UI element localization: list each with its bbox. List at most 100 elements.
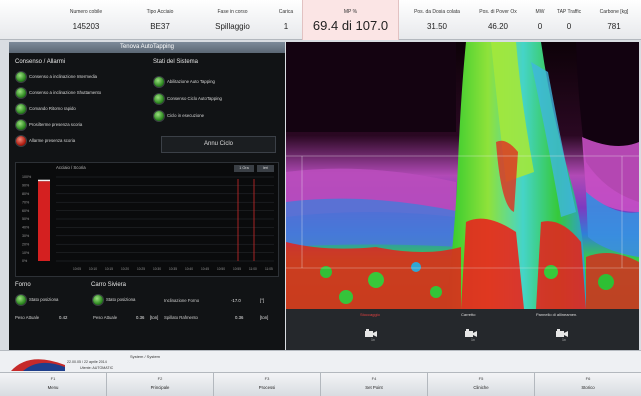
stat-label: Fase in corso bbox=[217, 9, 248, 15]
stat-label: Tipo Acciaio bbox=[146, 9, 174, 15]
y-tick-label: 70% bbox=[22, 200, 30, 204]
stat-power-ox: Pos. di Pover Ox 46.20 bbox=[470, 0, 526, 40]
fkey-label: Storico bbox=[581, 385, 595, 390]
stat-mw: MW 0 bbox=[530, 0, 550, 40]
status-led bbox=[154, 111, 164, 121]
status-user: Utente: AUTOMATIC bbox=[80, 366, 114, 370]
status-led bbox=[154, 94, 164, 104]
y-tick-label: 10% bbox=[22, 251, 30, 255]
camera-icon[interactable] bbox=[465, 325, 477, 337]
alarms-heading: Consenso / Allarmi bbox=[15, 59, 66, 65]
zoom-button[interactable]: 1 Ora bbox=[234, 165, 254, 172]
stat-label: Carbone [kg] bbox=[599, 9, 629, 15]
y-tick-label: 0% bbox=[22, 259, 28, 263]
alarm-label: Prosilterme presenza scoria bbox=[29, 122, 83, 127]
x-tick-label: 11:05 bbox=[265, 267, 273, 271]
tapped-label: Spillato Rafmento bbox=[164, 315, 198, 320]
indicator-label: Stato posiziona bbox=[29, 297, 59, 302]
fkey-number: F3 bbox=[264, 376, 270, 381]
stat-coil-number: Numero cobile 145203 bbox=[56, 0, 116, 40]
stat-value: 1 bbox=[283, 22, 289, 31]
fkey-processes[interactable]: F3 Processi bbox=[214, 373, 321, 396]
x-tick-label: 10:10 bbox=[89, 267, 97, 271]
y-tick-label: 90% bbox=[22, 184, 30, 188]
storage-zoom: 1x bbox=[371, 338, 375, 342]
status-led bbox=[16, 104, 26, 114]
storage-label: Stoccaggio bbox=[360, 312, 380, 317]
fkey-clinics[interactable]: F5 Cliniche bbox=[428, 373, 535, 396]
furnace-weight-label: Peso Attuale bbox=[15, 315, 40, 320]
status-led bbox=[16, 88, 26, 98]
system-heading: Stati del Sistema bbox=[153, 59, 199, 65]
x-tick-label: 10:50 bbox=[217, 267, 225, 271]
furnace-weight-value: 0.42 bbox=[59, 315, 68, 320]
status-led bbox=[16, 295, 26, 305]
cancel-cycle-button[interactable]: Annu Ciclo bbox=[161, 136, 276, 153]
camera-icon[interactable] bbox=[556, 325, 568, 337]
stat-value: 31.50 bbox=[426, 22, 448, 31]
y-tick-label: 40% bbox=[22, 226, 30, 230]
system-user: System / System bbox=[130, 354, 161, 359]
function-keys-bar: F1 Menu F2 Principale F3 Processi F4 Set… bbox=[0, 372, 641, 396]
status-led bbox=[16, 136, 26, 146]
stat-value: 0 bbox=[566, 22, 572, 31]
stat-label: Numero cobile bbox=[69, 9, 103, 15]
indicator-label: Stato posiziona bbox=[106, 297, 136, 302]
y-tick-label: 60% bbox=[22, 209, 30, 213]
fkey-main[interactable]: F2 Principale bbox=[107, 373, 214, 396]
fkey-number: F1 bbox=[50, 376, 56, 381]
y-tick-label: 50% bbox=[22, 217, 30, 221]
y-tick-label: 80% bbox=[22, 192, 30, 196]
fkey-number: F2 bbox=[157, 376, 163, 381]
panel-title: Tenova AutoTapping bbox=[9, 42, 285, 53]
stat-label: Pos. di Pover Ox bbox=[479, 9, 517, 15]
stat-value: 69.4 di 107.0 bbox=[312, 18, 389, 33]
tilt-unit: [°] bbox=[260, 298, 265, 303]
thermal-image bbox=[286, 42, 639, 309]
x-tick-label: 10:20 bbox=[121, 267, 129, 271]
fkey-label: Principale bbox=[150, 385, 170, 390]
chart-title: Acciaio / Scoria bbox=[56, 165, 86, 170]
alignment-panel-label: Pannello di allineamen. bbox=[536, 312, 578, 317]
stat-carbon: Carbone [kg] 781 bbox=[592, 0, 636, 40]
x-tick-label: 10:05 bbox=[73, 267, 81, 271]
level-bar-cap bbox=[38, 179, 50, 182]
chart-canvas: 100% 90% 80% 70% 60% 50% 40% 30% 20% 10% 0% 10:05 10… bbox=[22, 175, 274, 271]
status-led bbox=[93, 295, 103, 305]
fkey-number: F4 bbox=[371, 376, 377, 381]
stat-label: Carica bbox=[278, 9, 294, 15]
stats-bar: Numero cobile 145203 Tipo Acciaio BE37 F… bbox=[0, 0, 641, 40]
cart-zoom: 1x bbox=[471, 338, 475, 342]
tapped-unit: [ton] bbox=[260, 315, 269, 320]
x-tick-label: 10:25 bbox=[137, 267, 145, 271]
thermal-camera-view bbox=[286, 42, 639, 309]
alarm-label: Comando Ritorno rapido bbox=[29, 106, 76, 111]
stat-tap-position: Pos. da Dosia colata 31.50 bbox=[405, 0, 469, 40]
tapped-value: 0.36 bbox=[235, 315, 244, 320]
status-bar: System / System 22.00.05 / 22 aprile 201… bbox=[0, 350, 641, 372]
system-label: Ciclo in esecuzione bbox=[167, 113, 205, 118]
stat-label: Pos. da Dosia colata bbox=[414, 9, 460, 15]
x-tick-label: 10:35 bbox=[169, 267, 177, 271]
stat-charge: Carica 1 bbox=[274, 0, 298, 40]
furnace-heading: Forno bbox=[15, 282, 31, 288]
autotapping-panel: Tenova AutoTapping Consenso / Allarmi St… bbox=[9, 42, 285, 350]
fkey-history[interactable]: F6 Storico bbox=[535, 373, 641, 396]
fkey-setpoint[interactable]: F4 Set Point bbox=[321, 373, 428, 396]
stat-label: TAP Traffic bbox=[556, 9, 582, 15]
range-button[interactable]: Ieri bbox=[257, 165, 274, 172]
system-label: Consenso Ciclo AutoTapping bbox=[167, 96, 222, 101]
alarm-label: Consenso a inclinazione Shuttamento bbox=[29, 90, 102, 95]
x-tick-label: 10:15 bbox=[105, 267, 113, 271]
camera-controls-bar: Stoccaggio 1x Carretto 1x Pannello di al… bbox=[286, 309, 639, 350]
stat-value: 781 bbox=[607, 22, 621, 31]
stat-value: 0 bbox=[537, 22, 543, 31]
ladle-weight-unit: [ton] bbox=[150, 315, 159, 320]
fkey-label: Set Point bbox=[365, 385, 383, 390]
camera-icon[interactable] bbox=[365, 325, 377, 337]
y-tick-label: 20% bbox=[22, 242, 30, 246]
alignment-zoom: 1x bbox=[562, 338, 566, 342]
y-tick-label: 30% bbox=[22, 234, 30, 238]
fkey-menu[interactable]: F1 Menu bbox=[0, 373, 107, 396]
stat-value: BE37 bbox=[150, 22, 170, 31]
